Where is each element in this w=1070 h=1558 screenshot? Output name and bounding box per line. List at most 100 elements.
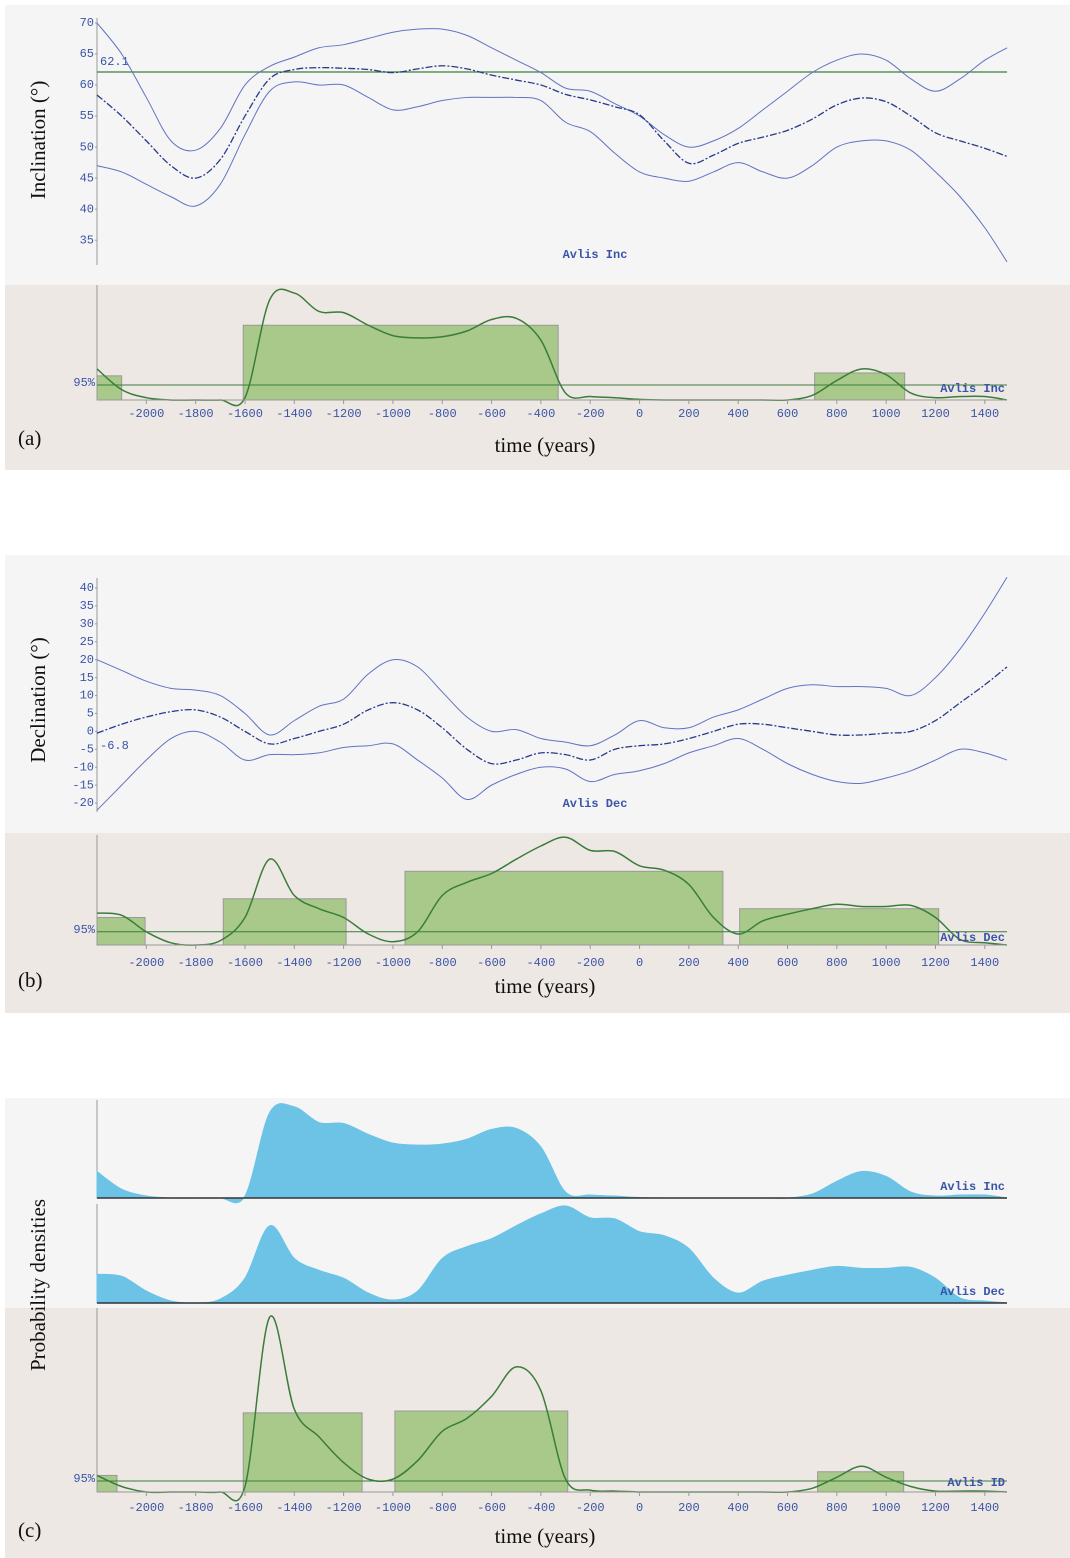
hpd-interval bbox=[817, 1471, 905, 1493]
reference-label: 62.1 bbox=[100, 55, 129, 69]
y-tick-label: 30 bbox=[80, 617, 94, 631]
density-area bbox=[96, 1103, 1008, 1204]
x-tick-label: -1000 bbox=[375, 956, 411, 970]
curve-label: Avlis Inc bbox=[563, 248, 628, 262]
x-tick-label: -600 bbox=[477, 956, 506, 970]
curve-label: Avlis Dec bbox=[563, 797, 628, 811]
x-tick-label: 1000 bbox=[872, 407, 901, 421]
y-tick-label: 35 bbox=[80, 233, 94, 247]
y-tick-label: -20 bbox=[72, 796, 94, 810]
x-axis-label: time (years) bbox=[495, 974, 596, 998]
y-tick-label: -5 bbox=[80, 742, 94, 756]
x-tick-label: -1800 bbox=[178, 956, 214, 970]
x-tick-label: 1200 bbox=[921, 407, 950, 421]
panel-background bbox=[5, 555, 1070, 833]
reference-label: -6.8 bbox=[100, 739, 129, 753]
density-area bbox=[96, 1205, 1008, 1304]
y-tick-label: 50 bbox=[80, 140, 94, 154]
x-tick-label: -800 bbox=[428, 1501, 457, 1515]
x-tick-label: 400 bbox=[727, 407, 749, 421]
x-tick-label: -600 bbox=[477, 407, 506, 421]
threshold-label: 95% bbox=[73, 376, 95, 390]
panel-background bbox=[5, 5, 1070, 285]
density-curve bbox=[96, 288, 1008, 407]
hpd-interval bbox=[242, 324, 559, 401]
x-tick-label: -400 bbox=[526, 407, 555, 421]
y-tick-label: 70 bbox=[80, 16, 94, 30]
hpd-interval bbox=[96, 917, 146, 946]
x-tick-label: -2000 bbox=[128, 1501, 164, 1515]
curve-label: Avlis Dec bbox=[940, 1285, 1005, 1299]
x-tick-label: -1400 bbox=[276, 1501, 312, 1515]
x-tick-label: -800 bbox=[428, 956, 457, 970]
x-tick-label: 800 bbox=[826, 956, 848, 970]
x-tick-label: -1600 bbox=[227, 1501, 263, 1515]
x-tick-label: 1000 bbox=[872, 1501, 901, 1515]
x-tick-label: 800 bbox=[826, 407, 848, 421]
x-tick-label: -2000 bbox=[128, 407, 164, 421]
curve-label: Avlis ID bbox=[947, 1476, 1005, 1490]
hpd-interval bbox=[404, 870, 724, 946]
x-tick-label: -1000 bbox=[375, 407, 411, 421]
x-tick-label: 0 bbox=[636, 956, 643, 970]
y-tick-label: 15 bbox=[80, 671, 94, 685]
x-tick-label: 400 bbox=[727, 1501, 749, 1515]
x-tick-label: -400 bbox=[526, 1501, 555, 1515]
x-tick-label: -200 bbox=[576, 956, 605, 970]
density-curve bbox=[96, 1315, 1008, 1502]
x-tick-label: 600 bbox=[777, 1501, 799, 1515]
x-tick-label: -1800 bbox=[178, 1501, 214, 1515]
y-axis-label: Probability densities bbox=[26, 1199, 50, 1371]
hpd-interval bbox=[394, 1410, 569, 1493]
threshold-label: 95% bbox=[73, 923, 95, 937]
hpd-interval bbox=[222, 898, 347, 946]
panel-label: (b) bbox=[18, 968, 43, 992]
x-tick-label: -200 bbox=[576, 1501, 605, 1515]
x-tick-label: 200 bbox=[678, 1501, 700, 1515]
y-tick-label: 10 bbox=[80, 689, 94, 703]
x-tick-label: 200 bbox=[678, 407, 700, 421]
series-line bbox=[96, 730, 1008, 811]
x-tick-label: -2000 bbox=[128, 956, 164, 970]
threshold-label: 95% bbox=[73, 1472, 95, 1486]
y-axis-label: Inclination (°) bbox=[26, 81, 50, 200]
x-tick-label: 1000 bbox=[872, 956, 901, 970]
x-tick-label: 1200 bbox=[921, 956, 950, 970]
x-tick-label: 1400 bbox=[970, 407, 999, 421]
x-tick-label: -1800 bbox=[178, 407, 214, 421]
series-line bbox=[96, 65, 1008, 179]
x-tick-label: -1600 bbox=[227, 407, 263, 421]
x-tick-label: 600 bbox=[777, 407, 799, 421]
y-tick-label: -15 bbox=[72, 778, 94, 792]
series-line bbox=[96, 666, 1008, 765]
hpd-interval bbox=[242, 1412, 363, 1493]
y-tick-label: 20 bbox=[80, 653, 94, 667]
x-axis-label: time (years) bbox=[495, 433, 596, 457]
x-tick-label: -200 bbox=[576, 407, 605, 421]
x-tick-label: -800 bbox=[428, 407, 457, 421]
y-tick-label: 5 bbox=[87, 707, 94, 721]
hpd-interval bbox=[739, 908, 940, 946]
x-tick-label: 1200 bbox=[921, 1501, 950, 1515]
x-tick-label: -1000 bbox=[375, 1501, 411, 1515]
density-curve bbox=[96, 836, 1008, 946]
series-line bbox=[96, 577, 1008, 747]
y-tick-label: -10 bbox=[72, 760, 94, 774]
y-tick-label: 55 bbox=[80, 109, 94, 123]
curve-label: Avlis Dec bbox=[940, 931, 1005, 945]
y-tick-label: 65 bbox=[80, 47, 94, 61]
x-tick-label: 1400 bbox=[970, 1501, 999, 1515]
curve-label: Avlis Inc bbox=[940, 382, 1005, 396]
y-tick-label: 60 bbox=[80, 78, 94, 92]
y-tick-label: 40 bbox=[80, 581, 94, 595]
y-tick-label: 40 bbox=[80, 202, 94, 216]
curve-label: Avlis Inc bbox=[940, 1180, 1005, 1194]
x-tick-label: -1400 bbox=[276, 407, 312, 421]
x-tick-label: -1200 bbox=[326, 956, 362, 970]
x-tick-label: -1200 bbox=[326, 1501, 362, 1515]
panel-label: (a) bbox=[18, 426, 41, 450]
y-axis-label: Declination (°) bbox=[26, 637, 50, 763]
x-tick-label: -600 bbox=[477, 1501, 506, 1515]
y-tick-label: 25 bbox=[80, 635, 94, 649]
